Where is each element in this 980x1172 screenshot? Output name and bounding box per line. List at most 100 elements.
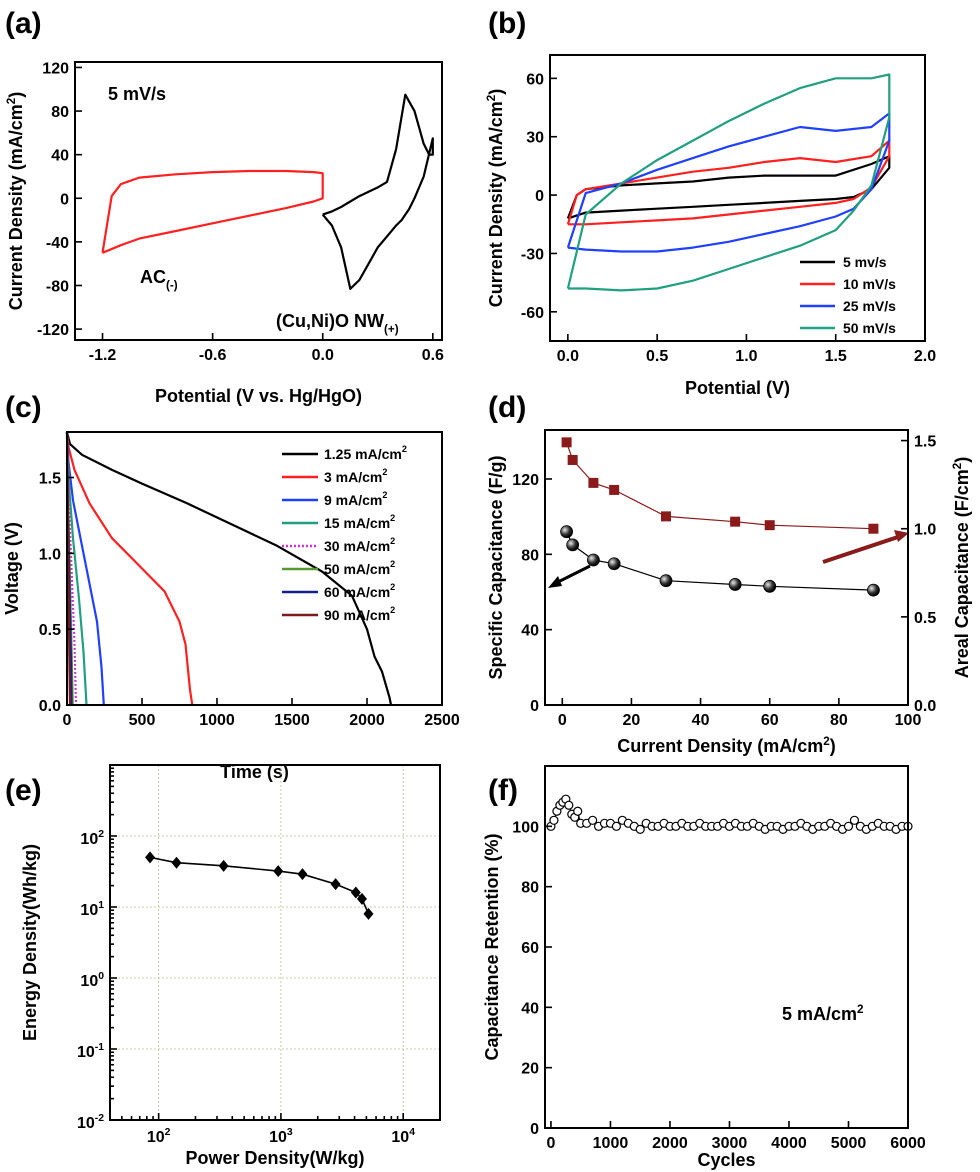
panel-f-ylabel: Capacitance Retention (%) — [482, 833, 502, 1060]
panel-d-xtick-label: 80 — [830, 712, 848, 729]
panel-e-ytick-label: 10-2 — [77, 1113, 104, 1132]
panel-d-xtick-label: 20 — [623, 712, 641, 729]
panel-f-xtick-label: 5000 — [831, 1135, 867, 1152]
panel-b-legend-label: 25 mV/s — [843, 298, 896, 314]
panel-b-legend-label: 5 mv/s — [843, 254, 887, 270]
panel-e-point — [363, 907, 374, 920]
panel-c-legend-label-part-1: 2 — [390, 559, 395, 569]
panel-a-series-0 — [101, 169, 324, 254]
panel-e-ytick-label-part-1: -2 — [95, 1113, 104, 1124]
panel-c-legend-label-part-1: 2 — [402, 444, 407, 454]
panel-f-ytick-label: 60 — [521, 940, 539, 957]
panel-a-ylabel-part-1: 2 — [5, 97, 18, 104]
panel-d-areal-point — [764, 520, 775, 531]
panel-b-legend-label: 10 mV/s — [843, 276, 896, 292]
panel-d-specific-point — [566, 538, 580, 552]
panel-b-legend-label: 50 mV/s — [843, 320, 896, 336]
panel-d-areal-point — [567, 454, 578, 465]
panel-c-ytick-label: 1.5 — [39, 471, 61, 488]
panel-a-ytick-label: -120 — [37, 322, 69, 339]
panel-d-xtick-label: 100 — [895, 712, 922, 729]
panel-e-frame — [109, 764, 441, 1121]
panel-a-xtick-label: 0.6 — [422, 347, 444, 364]
panel-b-series-1 — [566, 139, 891, 226]
panel-e-ytick-label: 10-1 — [77, 1042, 104, 1061]
panel-f-xtick-label: 4000 — [771, 1135, 807, 1152]
panel-d-ytick-right-label: 1.5 — [914, 434, 936, 451]
panel-c-legend-label-part-0: 60 mA/cm — [324, 584, 390, 600]
panel-d-right-arrow-shaft — [822, 535, 899, 564]
panel-b-series-3 — [566, 73, 891, 292]
panel-c-legend-label: 30 mA/cm2 — [324, 536, 395, 554]
panel-e-ytick-label-part-1: 2 — [98, 829, 104, 840]
panel-label-a: (a) — [5, 7, 42, 40]
panel-label-c: (c) — [5, 391, 42, 424]
panel-c-ytick-label: 0.0 — [39, 698, 61, 715]
panel-d-xlabel-part-2: ) — [830, 736, 836, 756]
panel-e-point — [330, 878, 341, 891]
panel-c-legend-label: 60 mA/cm2 — [324, 582, 395, 600]
panel-c-legend-label-part-0: 15 mA/cm — [324, 515, 390, 531]
panel-b-ytick-label: 60 — [526, 71, 544, 88]
panel-d-ylabel-left: Specific Capacitance (F/g) — [486, 455, 506, 679]
panel-d-specific-point — [607, 557, 621, 571]
panel-e-point — [356, 892, 367, 905]
panel-f-point — [573, 806, 583, 816]
panel-d-ytick-right-label: 1.0 — [914, 522, 936, 539]
panel-a-scan-rate-annotation: 5 mV/s — [108, 84, 166, 104]
panel-c-ytick-label: 1.0 — [39, 546, 61, 563]
panel-d-xlabel: Current Density (mA/cm2) — [617, 735, 836, 756]
panel-c-legend-label-part-1: 2 — [390, 513, 395, 523]
panel-d-areal-point — [868, 523, 879, 534]
panel-label-f: (f) — [488, 774, 518, 807]
panel-d-ylabel-right-part-2: ) — [952, 457, 972, 463]
panel-a-ytick-label: 0 — [60, 191, 69, 208]
panel-f-xtick-label: 2000 — [652, 1135, 688, 1152]
panel-f-point — [611, 821, 622, 831]
panel-f-ytick-label: 100 — [512, 819, 539, 836]
panel-c-legend-label: 15 mA/cm2 — [324, 513, 395, 531]
panel-d-ylabel-right: Areal Capacitance (F/cm2) — [951, 457, 972, 679]
panel-c-xtick-label: 500 — [129, 712, 156, 729]
panel-f-point — [564, 800, 574, 810]
panel-b-ytick-label: -60 — [521, 305, 544, 322]
panel-c-xlabel: Time (s) — [220, 762, 289, 782]
panel-a-series-1 — [321, 93, 434, 290]
panel-a-ac-label: AC(-) — [140, 267, 178, 292]
panel-c-legend-label-part-0: 1.25 mA/cm — [324, 446, 402, 462]
panel-b-ylabel-part-2: ) — [486, 89, 506, 95]
panel-f: 0 1000 2000 3000 4000 5000 6000 0 20 40 60 80 100 Cyc… — [482, 765, 926, 1170]
panel-d-frame — [544, 429, 909, 706]
panel-e-xlabel: Power Density(W/kg) — [185, 1148, 364, 1168]
panel-d-ytick-right-label: 0.0 — [914, 698, 936, 715]
panel-d-left-arrow-head — [548, 576, 562, 588]
panel-c-legend-label: 9 mA/cm2 — [324, 490, 387, 508]
panel-d-specific-point — [560, 525, 574, 539]
panel-d-areal-point — [588, 477, 599, 488]
panel-b-xtick-label: 1.0 — [735, 348, 757, 365]
panel-c-legend-label: 50 mA/cm2 — [324, 559, 395, 577]
panel-d-ytick-label: 120 — [512, 472, 539, 489]
panel-c-xtick-label: 1000 — [199, 712, 235, 729]
panel-d-xtick-label: 40 — [692, 712, 710, 729]
panel-d-ylabel-right-part-0: Areal Capacitance (F/cm — [952, 469, 972, 678]
panel-e-point — [350, 886, 361, 899]
panel-b-xtick-label: 0.5 — [646, 348, 668, 365]
panel-c-legend-label: 90 mA/cm2 — [324, 605, 395, 623]
panel-e-xtick-label: 103 — [269, 1127, 293, 1146]
panel-e-ytick-label-part-0: 10 — [77, 1115, 95, 1132]
panel-d-specific-point — [867, 583, 880, 597]
panel-e-xtick-label-part-0: 10 — [391, 1129, 409, 1146]
panel-f-xtick-label: 1000 — [593, 1135, 629, 1152]
panel-b-ylabel-part-0: Current Density (mA/cm — [486, 101, 506, 307]
panel-e-ytick-label-part-1: 1 — [98, 900, 104, 911]
panel-c-ylabel: Voltage (V) — [2, 522, 22, 615]
panel-a-ylabel-part-0: Current Density (mA/cm — [6, 104, 26, 310]
panel-d-specific-point — [763, 579, 777, 593]
panel-c-legend-label-part-1: 2 — [390, 605, 395, 615]
panel-d-areal-point — [561, 437, 572, 448]
panel-e-point — [171, 856, 182, 869]
